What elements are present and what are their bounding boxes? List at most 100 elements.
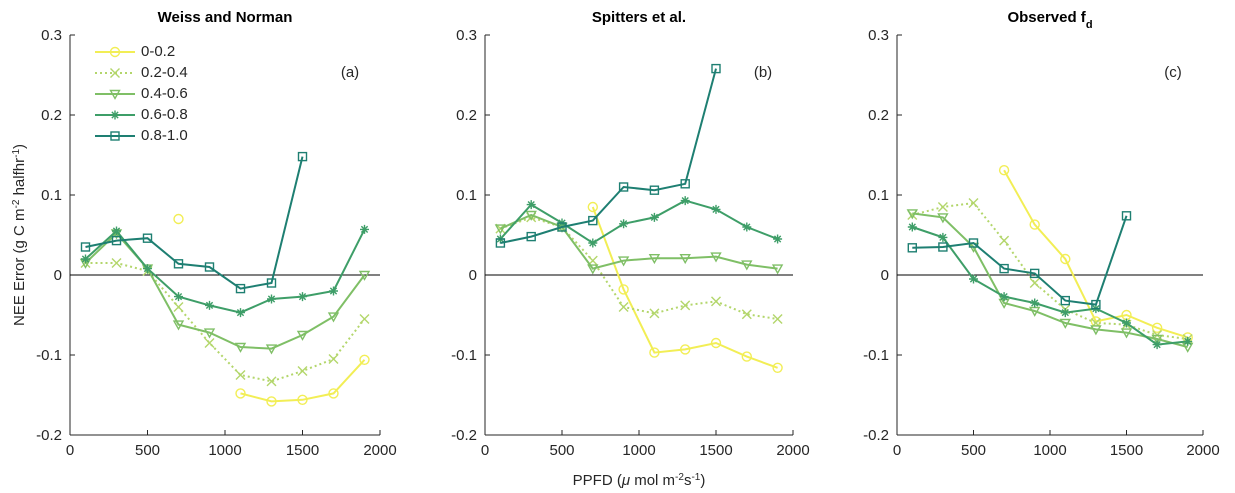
marker bbox=[937, 202, 948, 212]
marker bbox=[495, 238, 506, 248]
y-axis-label: NEE Error (g C m-2 halfhr-1) bbox=[11, 144, 29, 326]
series-line bbox=[499, 213, 778, 270]
marker bbox=[710, 252, 722, 263]
x-tick-label: 500 bbox=[549, 442, 574, 459]
y-tick-label: -0.2 bbox=[36, 427, 62, 444]
x-tick-label: 0 bbox=[66, 442, 74, 459]
marker bbox=[525, 210, 537, 221]
marker bbox=[112, 226, 121, 236]
legend-label: 0.6-0.8 bbox=[141, 106, 188, 123]
marker bbox=[173, 302, 184, 312]
series-line bbox=[85, 156, 304, 290]
x-tick-label: 1500 bbox=[1110, 442, 1143, 459]
legend-label: 0-0.2 bbox=[141, 43, 175, 60]
marker bbox=[297, 394, 308, 405]
marker bbox=[235, 388, 246, 399]
series-line bbox=[85, 262, 366, 383]
marker bbox=[111, 235, 122, 246]
marker bbox=[680, 179, 690, 189]
marker bbox=[329, 286, 338, 296]
marker bbox=[203, 328, 216, 339]
marker bbox=[771, 264, 784, 275]
marker bbox=[741, 351, 752, 362]
y-tick-label: 0 bbox=[469, 267, 477, 284]
marker bbox=[618, 182, 629, 192]
panel-title: Spitters et al. bbox=[592, 9, 686, 26]
label-part: μ bbox=[621, 472, 630, 489]
series-line bbox=[500, 68, 717, 244]
marker bbox=[110, 110, 120, 120]
marker bbox=[968, 198, 979, 208]
marker bbox=[298, 292, 307, 302]
x-tick-label: 0 bbox=[893, 442, 901, 459]
series-line bbox=[499, 199, 778, 245]
marker bbox=[266, 278, 277, 288]
marker bbox=[588, 238, 598, 248]
marker bbox=[110, 68, 120, 78]
marker bbox=[1029, 219, 1040, 230]
marker bbox=[772, 314, 783, 324]
marker bbox=[297, 366, 308, 376]
marker bbox=[773, 234, 783, 244]
marker bbox=[741, 260, 753, 271]
marker bbox=[494, 224, 507, 235]
marker bbox=[969, 274, 978, 284]
marker bbox=[710, 337, 722, 349]
label-part: ) bbox=[700, 472, 705, 489]
title-text: Weiss and Norman bbox=[158, 9, 293, 26]
x-tick-label: 500 bbox=[135, 442, 160, 459]
marker bbox=[617, 256, 630, 267]
marker bbox=[235, 370, 246, 380]
marker bbox=[1151, 334, 1163, 345]
y-tick-label: -0.1 bbox=[36, 347, 62, 364]
marker bbox=[1151, 322, 1163, 333]
marker bbox=[680, 300, 691, 311]
marker bbox=[938, 232, 948, 242]
marker bbox=[680, 196, 690, 206]
series-line bbox=[84, 231, 366, 350]
label-part: -1 bbox=[691, 472, 700, 483]
marker bbox=[907, 222, 917, 232]
marker bbox=[711, 296, 721, 307]
series-line bbox=[240, 359, 366, 403]
marker bbox=[265, 344, 278, 355]
marker bbox=[234, 342, 247, 353]
marker bbox=[80, 242, 91, 252]
x-tick-label: 1000 bbox=[1033, 442, 1066, 459]
marker bbox=[1121, 211, 1132, 221]
y-tick-label: 0.1 bbox=[868, 187, 889, 204]
marker bbox=[649, 308, 660, 319]
y-tick-label: 0.2 bbox=[868, 107, 889, 124]
legend-label: 0.4-0.6 bbox=[141, 85, 188, 102]
title-text: Observed f bbox=[1007, 9, 1086, 26]
label-part: -2 bbox=[11, 199, 22, 208]
panel-label: (a) bbox=[341, 64, 359, 81]
x-tick-label: 1000 bbox=[622, 442, 655, 459]
marker bbox=[999, 292, 1009, 302]
y-tick-label: 0 bbox=[54, 267, 62, 284]
marker bbox=[109, 46, 121, 58]
marker bbox=[906, 209, 918, 220]
marker bbox=[327, 312, 340, 323]
marker bbox=[999, 235, 1010, 246]
marker bbox=[1059, 318, 1071, 329]
marker bbox=[1183, 336, 1193, 346]
marker bbox=[649, 212, 659, 222]
y-tick-label: -0.1 bbox=[451, 347, 477, 364]
x-tick-label: 0 bbox=[481, 442, 489, 459]
marker bbox=[172, 320, 185, 331]
marker bbox=[143, 264, 152, 274]
marker bbox=[1030, 298, 1040, 308]
x-tick-label: 1500 bbox=[286, 442, 319, 459]
x-tick-label: 500 bbox=[961, 442, 986, 459]
marker bbox=[111, 258, 122, 268]
marker bbox=[742, 222, 752, 232]
marker bbox=[205, 300, 214, 310]
marker bbox=[679, 253, 691, 265]
marker bbox=[619, 219, 629, 229]
label-part: PPFD ( bbox=[573, 472, 622, 489]
marker bbox=[741, 309, 752, 320]
marker bbox=[81, 254, 90, 264]
marker bbox=[266, 396, 277, 407]
marker bbox=[968, 238, 979, 248]
